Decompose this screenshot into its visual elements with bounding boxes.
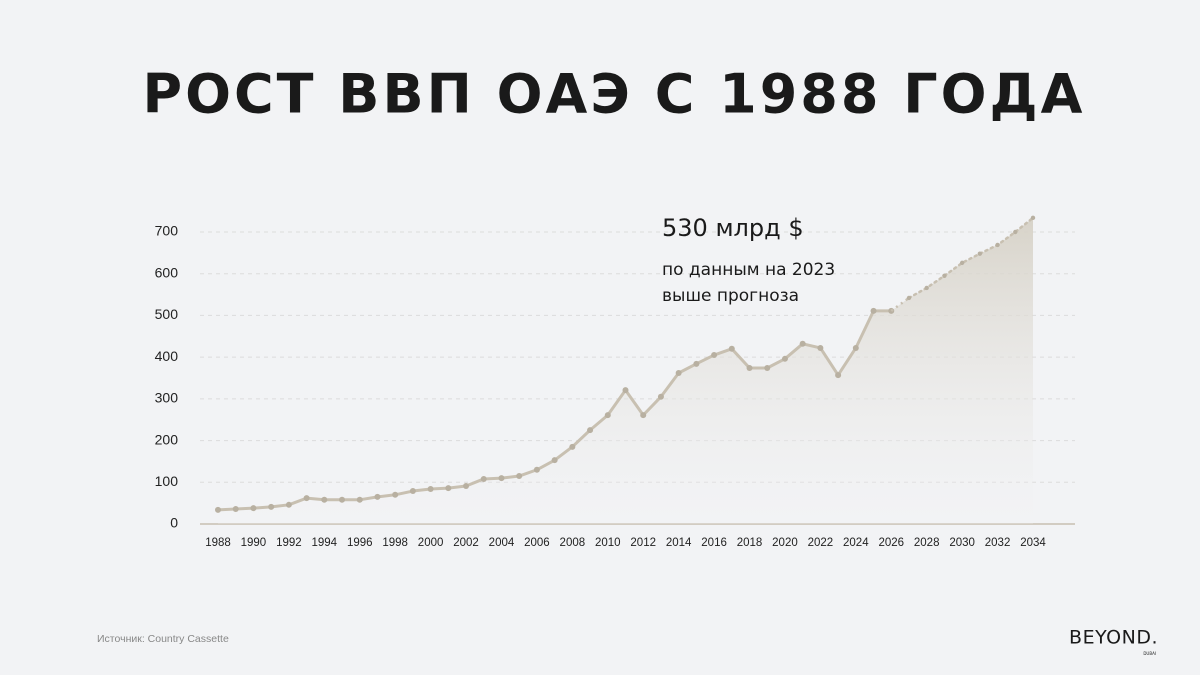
forecast-connector (890, 296, 910, 312)
x-tick-label: 2028 (914, 537, 940, 549)
x-tick-label: 2022 (808, 537, 834, 549)
x-tick-label: 2014 (666, 537, 692, 549)
data-point (728, 345, 735, 352)
data-point (640, 412, 647, 419)
data-point (392, 491, 399, 498)
data-point (711, 352, 718, 359)
x-tick-label: 2030 (949, 537, 975, 549)
x-tick-label: 1996 (347, 537, 373, 549)
data-point (781, 355, 788, 362)
data-point (622, 387, 629, 394)
data-point (285, 501, 292, 508)
x-tick-label: 2000 (418, 537, 444, 549)
data-point (409, 488, 416, 495)
data-point (374, 493, 381, 500)
x-tick-label: 2006 (524, 537, 550, 549)
annotation-line: по данным на 2023 (662, 260, 835, 280)
x-tick-label: 1990 (241, 537, 267, 549)
data-point (870, 307, 877, 314)
data-point (799, 340, 806, 347)
data-point (268, 503, 275, 510)
source-note: Источник: Country Cassette (97, 633, 229, 645)
data-point (587, 427, 594, 434)
x-tick-label: 2008 (560, 537, 586, 549)
data-point (250, 505, 257, 512)
data-point (445, 485, 452, 492)
chart-title: РОСТ ВВП ОАЭ С 1988 ГОДА (143, 63, 1086, 126)
data-point (480, 475, 487, 482)
x-tick-label: 2004 (489, 537, 515, 549)
x-tick-label: 1988 (205, 537, 231, 549)
data-point (533, 466, 540, 473)
data-point (817, 344, 824, 351)
data-point (215, 506, 221, 513)
data-point (303, 495, 310, 502)
data-point (924, 285, 929, 291)
x-tick-label: 1992 (276, 537, 302, 549)
data-point (852, 344, 859, 351)
data-point (1013, 229, 1018, 235)
data-line (907, 216, 1035, 300)
data-point (321, 496, 328, 503)
data-point (835, 372, 842, 379)
annotation-headline: 530 млрд $ (662, 214, 804, 242)
area-fill (218, 217, 1033, 524)
brand-logo: BEYOND. (1069, 627, 1158, 649)
y-tick-label: 0 (170, 515, 178, 531)
x-tick-label: 2024 (843, 537, 869, 549)
x-tick-label: 2026 (878, 537, 904, 549)
data-point (516, 473, 523, 480)
brand-sub: DUBAI (1143, 651, 1156, 656)
y-tick-label: 300 (155, 390, 179, 406)
y-tick-label: 100 (155, 473, 179, 489)
x-tick-label: 2032 (985, 537, 1011, 549)
data-point (1030, 215, 1036, 221)
y-tick-label: 200 (155, 431, 179, 447)
x-tick-label: 1994 (312, 537, 338, 549)
y-tick-label: 700 (155, 223, 179, 239)
annotation-line: выше прогноза (662, 286, 799, 306)
data-point (569, 443, 576, 450)
data-point (995, 242, 1000, 248)
data-point (906, 295, 912, 301)
data-point (463, 483, 470, 490)
data-point (339, 496, 346, 503)
data-point (232, 505, 239, 512)
x-tick-label: 2002 (453, 537, 479, 549)
data-point (942, 273, 947, 278)
x-tick-label: 2016 (701, 537, 727, 549)
data-point (604, 412, 611, 419)
x-tick-label: 2034 (1020, 537, 1046, 549)
data-point (959, 260, 965, 266)
y-tick-label: 400 (155, 348, 179, 364)
plot-area: 0 100 200 300 400 500 600 700 1988 1990 1992 1994 19… (155, 215, 1075, 549)
y-tick-label: 500 (155, 306, 179, 322)
x-tick-label: 2010 (595, 537, 621, 549)
data-point (746, 364, 753, 371)
data-point (693, 360, 700, 367)
data-point (427, 485, 434, 492)
data-point (356, 496, 363, 503)
data-point (675, 369, 682, 376)
data-point (764, 364, 771, 371)
x-tick-label: 2018 (737, 537, 763, 549)
x-tick-label: 2012 (630, 537, 656, 549)
data-point (498, 475, 505, 482)
data-point (977, 251, 983, 256)
data-point (657, 393, 664, 400)
x-tick-label: 2020 (772, 537, 798, 549)
y-tick-label: 600 (155, 264, 179, 280)
data-point (551, 457, 558, 464)
x-tick-label: 1998 (382, 537, 408, 549)
